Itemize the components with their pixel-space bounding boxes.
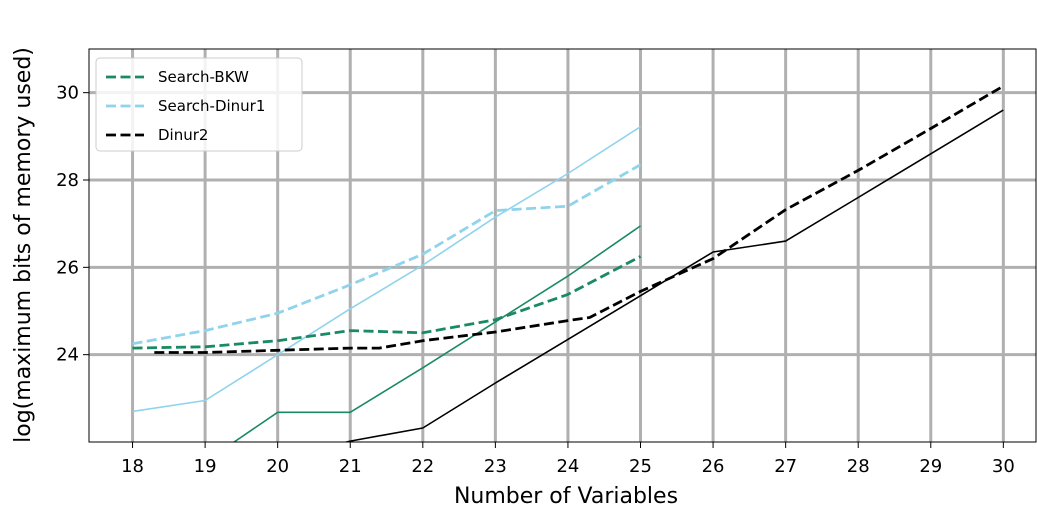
x-tick-label: 20 bbox=[266, 456, 289, 477]
legend-label: Search-BKW bbox=[158, 68, 249, 86]
y-tick-label: 26 bbox=[56, 257, 79, 278]
x-tick-label: 24 bbox=[556, 456, 579, 477]
legend: Search-BKW Search-Dinur1 Dinur2 bbox=[96, 58, 302, 151]
y-axis-label: log(maximum bits of memory used) bbox=[11, 47, 36, 443]
x-tick-label: 19 bbox=[194, 456, 217, 477]
x-tick-label: 27 bbox=[774, 456, 797, 477]
x-tick-label: 26 bbox=[702, 456, 725, 477]
x-tick-label: 23 bbox=[484, 456, 507, 477]
y-tick-label: 24 bbox=[56, 345, 79, 366]
x-axis-label: Number of Variables bbox=[454, 484, 678, 508]
x-tick-label: 22 bbox=[411, 456, 434, 477]
x-tick-label: 28 bbox=[847, 456, 870, 477]
legend-label: Search-Dinur1 bbox=[158, 97, 265, 115]
legend-label: Dinur2 bbox=[158, 126, 208, 144]
x-tick-label: 25 bbox=[629, 456, 652, 477]
x-tick-label: 30 bbox=[992, 456, 1015, 477]
y-tick-label: 30 bbox=[56, 83, 79, 104]
y-tick-label: 28 bbox=[56, 170, 79, 191]
x-tick-label: 29 bbox=[919, 456, 942, 477]
x-tick-label: 18 bbox=[121, 456, 144, 477]
x-tick-label: 21 bbox=[339, 456, 362, 477]
